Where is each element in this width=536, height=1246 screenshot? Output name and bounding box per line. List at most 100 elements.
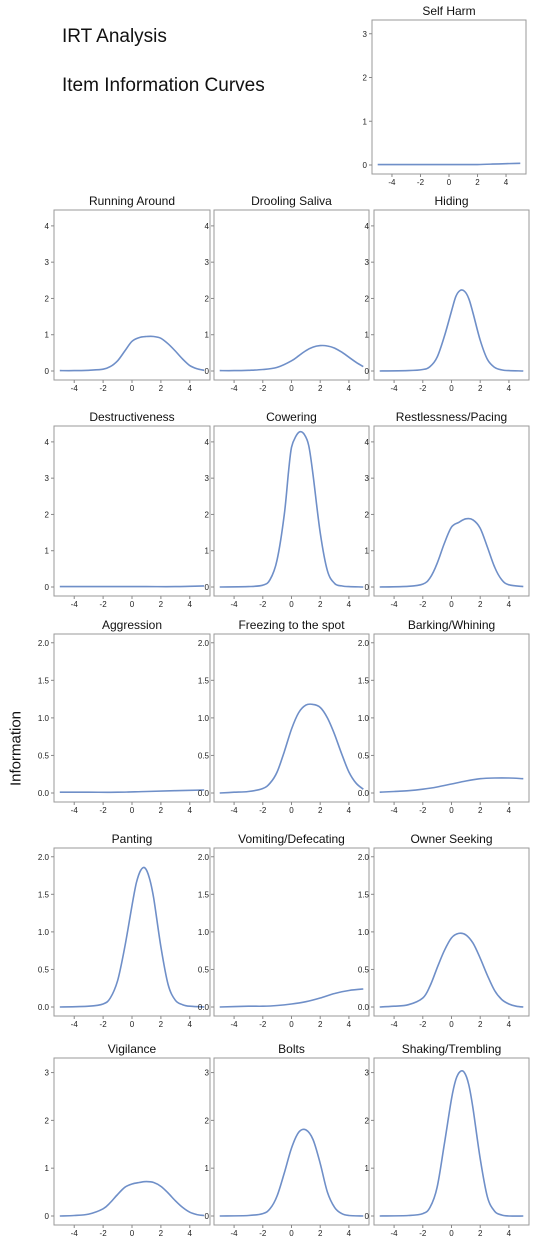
x-tick-label: 2 [478,806,483,815]
x-tick-label: -4 [71,806,79,815]
panel-title: Running Around [89,194,175,208]
x-tick-label: -4 [231,806,239,815]
x-tick-label: 0 [130,806,135,815]
panel-8: Aggression 0.0 0.5 1.0 1.5 2.0 -4 -2 0 2 4 [38,618,211,815]
y-tick-label: 1 [363,117,368,126]
information-curve [59,866,205,1008]
y-tick-label: 4 [45,438,50,447]
x-tick-label: -2 [259,384,267,393]
x-tick-label: 0 [289,1229,294,1238]
y-tick-label: 2 [205,1116,210,1125]
information-curve [379,289,524,372]
x-tick-label: -4 [391,1020,399,1029]
panel-9: Freezing to the spot 0.0 0.5 1.0 1.5 2.0 -4 -2 0… [198,618,370,815]
panel-5: Destructiveness 0 1 2 3 4 -4 -2 0 2 4 [45,410,211,609]
x-tick-label: -2 [259,806,267,815]
x-tick-label: -4 [71,600,79,609]
panel-frame [371,19,527,175]
y-tick-label: 4 [205,438,210,447]
x-tick-label: 2 [159,806,164,815]
x-tick-label: -2 [259,1020,267,1029]
y-tick-label: 2 [365,510,370,519]
x-tick-label: 2 [478,384,483,393]
x-tick-label: 0 [447,178,452,187]
x-tick-label: -2 [419,1229,427,1238]
panel-13: Owner Seeking 0.0 0.5 1.0 1.5 2.0 -4 -2 0 2 4 [358,832,530,1029]
x-tick-label: -2 [100,600,108,609]
x-tick-label: 0 [449,600,454,609]
y-tick-label: 3 [205,258,210,267]
y-tick-label: 1.5 [358,890,370,899]
panel-title: Shaking/Trembling [402,1042,502,1056]
y-tick-label: 2 [365,294,370,303]
y-tick-label: 2 [45,510,50,519]
x-tick-label: 4 [188,600,193,609]
information-curve [379,1070,524,1217]
y-tick-label: 3 [205,474,210,483]
x-tick-label: 2 [159,600,164,609]
information-curve [379,517,524,588]
panel-title: Destructiveness [89,410,174,424]
y-tick-label: 1.5 [198,676,210,685]
y-tick-label: 1 [205,547,210,556]
panel-frame [373,209,530,381]
y-tick-label: 0 [45,367,50,376]
x-tick-label: -4 [391,384,399,393]
y-tick-label: 3 [365,1069,370,1078]
y-tick-label: 2.0 [38,853,50,862]
x-tick-label: 2 [478,1229,483,1238]
y-tick-label: 2 [205,294,210,303]
y-tick-label: 4 [45,222,50,231]
y-tick-label: 1.0 [38,714,50,723]
panel-14: Vigilance 0 1 2 3 -4 -2 0 2 4 [45,1042,211,1238]
information-curve [219,703,364,794]
x-tick-label: 2 [478,1020,483,1029]
y-tick-label: 1 [45,547,50,556]
panel-frame [53,633,211,803]
information-curve [377,162,521,166]
y-tick-label: 3 [363,30,368,39]
y-tick-label: 2 [205,510,210,519]
panel-16: Shaking/Trembling 0 1 2 3 -4 -2 0 2 4 [365,1042,530,1238]
y-tick-label: 0.0 [38,1003,50,1012]
panel-title: Barking/Whining [408,618,495,632]
y-tick-label: 3 [45,258,50,267]
x-tick-label: 4 [347,806,352,815]
x-tick-label: 0 [449,384,454,393]
panel-frame [53,1057,211,1226]
x-tick-label: -4 [388,178,396,187]
x-tick-label: -4 [391,600,399,609]
x-tick-label: 0 [130,384,135,393]
panel-frame [53,425,211,597]
y-tick-label: 0 [45,1212,50,1221]
panel-title: Vigilance [108,1042,157,1056]
x-tick-label: -4 [391,1229,399,1238]
y-tick-label: 4 [365,222,370,231]
page-title: IRT Analysis [62,26,167,47]
information-curve [379,777,524,793]
x-tick-label: 2 [478,600,483,609]
x-tick-label: 4 [188,806,193,815]
panel-frame [373,1057,530,1226]
x-tick-label: -4 [231,384,239,393]
y-tick-label: 3 [205,1069,210,1078]
panel-title: Owner Seeking [410,832,492,846]
x-tick-label: 0 [289,600,294,609]
x-tick-label: 2 [159,1020,164,1029]
y-tick-label: 0.0 [358,789,370,798]
x-tick-label: 4 [188,384,193,393]
y-tick-label: 1.5 [38,676,50,685]
x-tick-label: 0 [130,1020,135,1029]
x-tick-label: 2 [318,806,323,815]
y-tick-label: 4 [365,438,370,447]
y-tick-label: 0.0 [38,789,50,798]
y-tick-label: 0.0 [198,1003,210,1012]
y-tick-label: 2 [45,294,50,303]
information-curve [59,585,205,588]
panel-7: Restlessness/Pacing 0 1 2 3 4 -4 -2 0 2 4 [365,410,530,609]
y-tick-label: 0 [365,1212,370,1221]
y-tick-label: 1.5 [198,890,210,899]
x-tick-label: -2 [419,806,427,815]
x-tick-label: 2 [318,1020,323,1029]
x-tick-label: -4 [231,600,239,609]
